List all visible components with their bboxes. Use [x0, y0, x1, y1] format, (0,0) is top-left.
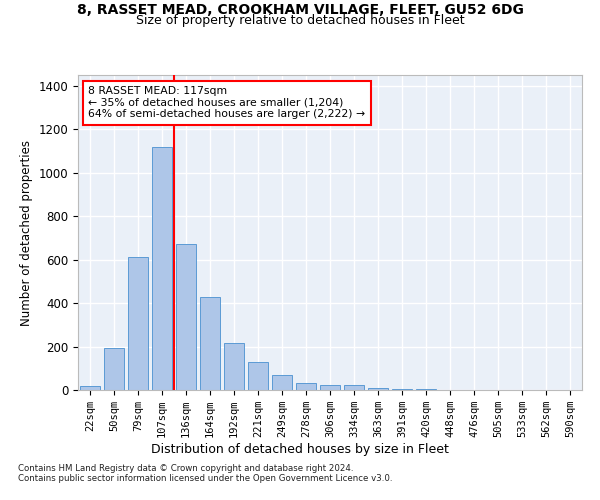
Bar [272, 375, 292, 390]
Bar [344, 385, 364, 390]
Text: Contains HM Land Registry data © Crown copyright and database right 2024.: Contains HM Land Registry data © Crown c… [18, 464, 353, 473]
Bar [152, 146, 172, 390]
Y-axis label: Number of detached properties: Number of detached properties [20, 140, 33, 326]
Bar [176, 244, 196, 390]
Bar [80, 386, 100, 390]
Text: Contains public sector information licensed under the Open Government Licence v3: Contains public sector information licen… [18, 474, 392, 483]
Text: 8, RASSET MEAD, CROOKHAM VILLAGE, FLEET, GU52 6DG: 8, RASSET MEAD, CROOKHAM VILLAGE, FLEET,… [77, 2, 523, 16]
Text: 8 RASSET MEAD: 117sqm
← 35% of detached houses are smaller (1,204)
64% of semi-d: 8 RASSET MEAD: 117sqm ← 35% of detached … [88, 86, 365, 119]
Bar [248, 362, 268, 390]
Bar [104, 348, 124, 390]
Bar [392, 389, 412, 390]
Bar [320, 384, 340, 390]
Bar [368, 388, 388, 390]
Bar [296, 384, 316, 390]
Bar [416, 389, 436, 390]
Text: Size of property relative to detached houses in Fleet: Size of property relative to detached ho… [136, 14, 464, 27]
Bar [224, 344, 244, 390]
Bar [200, 296, 220, 390]
Bar [128, 258, 148, 390]
Text: Distribution of detached houses by size in Fleet: Distribution of detached houses by size … [151, 442, 449, 456]
